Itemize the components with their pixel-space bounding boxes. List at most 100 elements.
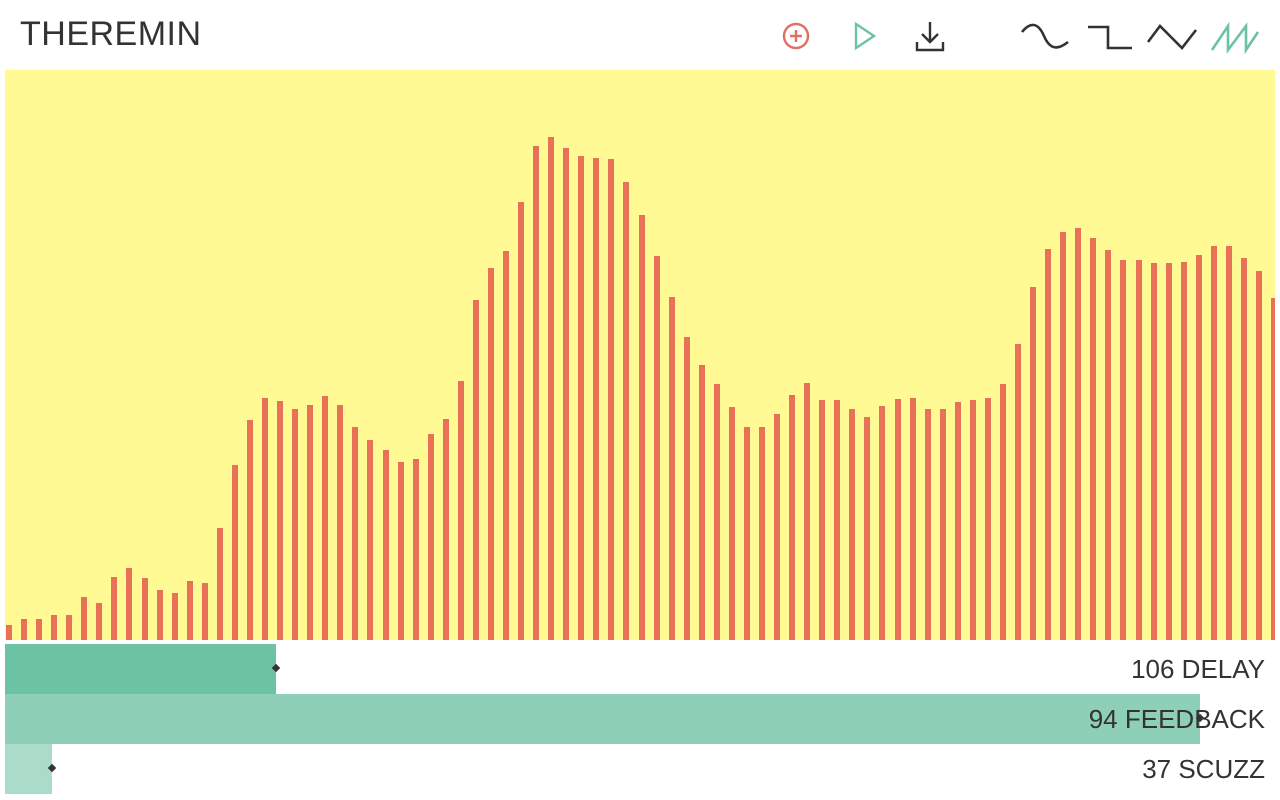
- spectrum-bar: [864, 417, 871, 640]
- download-icon: [915, 22, 945, 52]
- spectrum-bar: [759, 427, 765, 640]
- spectrum-bar: [909, 398, 916, 640]
- spectrum-bar: [879, 406, 886, 640]
- spectrum-bar: [638, 215, 645, 640]
- spectrum-bar: [683, 337, 690, 640]
- spectrum-bar: [1210, 246, 1217, 640]
- waveform-square-button[interactable]: [1082, 14, 1138, 58]
- spectrum-bar: [1255, 271, 1262, 640]
- spectrum-bar: [1135, 260, 1142, 640]
- spectrum-bar: [984, 398, 991, 640]
- spectrum-bar: [397, 462, 404, 640]
- spectrum-bar: [804, 383, 811, 640]
- spectrum-bar: [743, 427, 750, 640]
- spectrum-bar: [487, 268, 494, 640]
- spectrum-bar: [1015, 344, 1022, 640]
- spectrum-bar: [533, 146, 540, 640]
- spectrum-bar: [367, 440, 374, 640]
- spectrum-bar: [412, 459, 419, 640]
- add-circle-icon: [782, 22, 810, 50]
- scuzz-slider[interactable]: 37 SCUZZ: [5, 744, 1275, 794]
- play-icon: [854, 21, 877, 51]
- scuzz-slider-label: 37 SCUZZ: [1142, 754, 1265, 784]
- spectrum-bar: [96, 603, 103, 640]
- sine-wave-icon: [1020, 23, 1069, 49]
- spectrum-bar: [728, 407, 735, 640]
- spectrum-bar: [1075, 228, 1082, 640]
- spectrum-display[interactable]: [5, 70, 1275, 640]
- spectrum-bar: [1165, 263, 1172, 640]
- delay-slider[interactable]: 106 DELAY: [5, 644, 1275, 694]
- spectrum-bar: [849, 409, 856, 640]
- spectrum-bar: [277, 401, 284, 640]
- spectrum-bar: [201, 583, 208, 640]
- spectrum-bar: [819, 400, 826, 640]
- scuzz-slider-fill: [5, 744, 52, 794]
- app-title: THEREMIN: [20, 15, 202, 53]
- spectrum-bar: [653, 256, 660, 640]
- spectrum-bar: [608, 159, 615, 640]
- spectrum-bar: [111, 577, 118, 640]
- add-button[interactable]: [774, 14, 818, 58]
- spectrum-bar: [1030, 287, 1037, 640]
- spectrum-bar: [1120, 260, 1127, 640]
- spectrum-bar: [352, 427, 359, 640]
- spectrum-bar: [472, 300, 479, 640]
- spectrum-bar: [337, 405, 344, 640]
- spectrum-bar: [563, 148, 570, 640]
- spectrum-bar: [924, 409, 931, 640]
- spectrum-bar: [999, 384, 1006, 640]
- spectrum-bar: [231, 465, 238, 640]
- spectrum-bar: [834, 400, 841, 640]
- spectrum-bar: [1225, 246, 1232, 640]
- spectrum-bar: [307, 405, 314, 640]
- spectrum-bar: [1240, 258, 1247, 640]
- spectrum-bar: [156, 590, 163, 640]
- spectrum-bar: [1180, 262, 1187, 640]
- spectrum-bar: [6, 625, 12, 640]
- feedback-slider[interactable]: 94 FEEDBACK: [5, 694, 1275, 744]
- spectrum-bar: [81, 597, 88, 640]
- spectrum-bar: [698, 365, 705, 640]
- spectrum-bar: [593, 158, 600, 640]
- spectrum-bar: [774, 414, 781, 640]
- spectrum-bar: [1105, 250, 1112, 640]
- spectrum-bar: [623, 182, 630, 640]
- spectrum-bar: [1090, 238, 1097, 640]
- spectrum-bar: [66, 615, 73, 640]
- feedback-slider-fill: [5, 694, 1200, 744]
- spectrum-bar: [457, 381, 464, 640]
- delay-slider-label: 106 DELAY: [1131, 654, 1265, 684]
- spectrum-bar: [186, 581, 193, 640]
- spectrum-bar: [1150, 263, 1157, 640]
- spectrum-bar: [578, 156, 585, 640]
- spectrum-bar: [126, 568, 133, 640]
- square-wave-icon: [1088, 25, 1132, 50]
- triangle-wave-icon: [1146, 24, 1198, 50]
- spectrum-bar: [939, 409, 946, 640]
- spectrum-bar: [1060, 232, 1067, 640]
- download-button[interactable]: [908, 14, 952, 58]
- delay-slider-fill: [5, 644, 276, 694]
- spectrum-bar: [1195, 255, 1202, 640]
- spectrum-bar: [969, 400, 976, 640]
- spectrum-bar: [518, 202, 525, 640]
- waveform-sine-button[interactable]: [1018, 14, 1074, 58]
- spectrum-bar: [1045, 249, 1052, 640]
- waveform-triangle-button[interactable]: [1144, 14, 1200, 58]
- spectrum-bar: [789, 395, 796, 640]
- spectrum-bar: [171, 593, 178, 640]
- spectrum-bar: [502, 251, 509, 640]
- spectrum-bar: [442, 419, 449, 640]
- spectrum-bar: [292, 409, 299, 640]
- spectrum-bar: [322, 396, 329, 640]
- spectrum-bar: [954, 402, 961, 640]
- spectrum-bar: [894, 399, 901, 640]
- spectrum-bar: [548, 137, 555, 640]
- spectrum-bar: [713, 384, 720, 640]
- spectrum-bar: [246, 420, 253, 640]
- spectrum-bar: [51, 615, 58, 640]
- play-button[interactable]: [842, 14, 886, 58]
- spectrum-bar: [141, 578, 148, 640]
- waveform-sawtooth-button[interactable]: [1206, 14, 1262, 58]
